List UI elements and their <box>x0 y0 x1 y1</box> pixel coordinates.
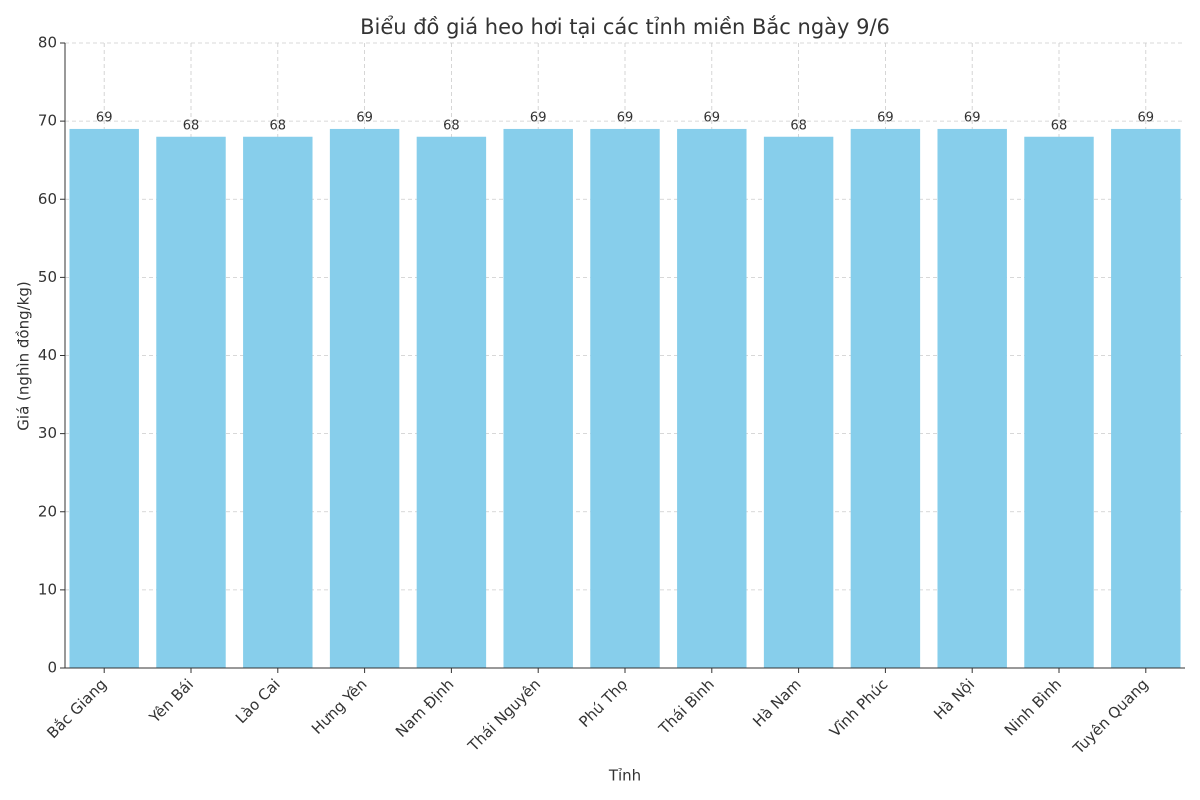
value-label: 68 <box>790 118 807 133</box>
bar <box>69 128 139 668</box>
bar <box>850 128 921 668</box>
bar <box>1024 136 1094 668</box>
value-label: 69 <box>877 110 894 125</box>
x-tick-label: Yên Bái <box>145 675 197 727</box>
bar <box>416 136 487 668</box>
bar <box>937 128 1007 668</box>
x-tick-label: Hà Nội <box>930 675 978 723</box>
x-tick-label: Hưng Yên <box>308 675 371 738</box>
x-tick-label: Lào Cai <box>232 675 284 727</box>
bar <box>329 128 400 668</box>
y-tick-label: 40 <box>38 346 57 364</box>
y-tick-label: 0 <box>47 659 57 677</box>
y-tick-label: 20 <box>38 502 57 520</box>
x-tick-label: Vĩnh Phúc <box>826 675 891 740</box>
value-label: 68 <box>270 118 287 133</box>
bar <box>1111 128 1181 668</box>
y-tick-label: 70 <box>38 112 57 130</box>
x-tick-label: Tuyên Quang <box>1069 675 1152 758</box>
value-label: 68 <box>443 118 460 133</box>
bar <box>763 136 834 668</box>
value-label: 69 <box>356 110 373 125</box>
x-tick-label: Thái Nguyên <box>464 675 544 755</box>
x-tick-label: Phú Thọ <box>575 675 631 731</box>
x-tick-label: Ninh Bình <box>1001 675 1065 739</box>
chart-title: Biểu đồ giá heo hơi tại các tỉnh miền Bắ… <box>360 15 890 39</box>
x-tick-label: Thái Bình <box>655 675 718 738</box>
x-tick-label: Nam Định <box>392 675 457 740</box>
x-tick-label: Hà Nam <box>749 675 804 730</box>
value-label: 68 <box>1051 118 1068 133</box>
value-label: 69 <box>96 110 113 125</box>
value-label: 69 <box>964 110 981 125</box>
value-label: 69 <box>530 110 547 125</box>
value-label: 69 <box>704 110 721 125</box>
y-axis-label: Giá (nghìn đồng/kg) <box>15 281 33 430</box>
x-tick-label: Bắc Giang <box>43 675 110 742</box>
bar <box>243 136 313 668</box>
value-label: 69 <box>617 110 634 125</box>
y-tick-label: 60 <box>38 190 57 208</box>
x-axis-label: Tỉnh <box>608 767 641 785</box>
bar <box>677 128 747 668</box>
bar <box>503 128 573 668</box>
value-label: 68 <box>183 118 200 133</box>
bar <box>590 128 660 668</box>
y-tick-label: 10 <box>38 580 57 598</box>
y-tick-label: 50 <box>38 268 57 286</box>
bar <box>156 136 226 668</box>
value-label: 69 <box>1138 110 1155 125</box>
y-tick-label: 80 <box>38 34 57 52</box>
y-tick-label: 30 <box>38 424 57 442</box>
